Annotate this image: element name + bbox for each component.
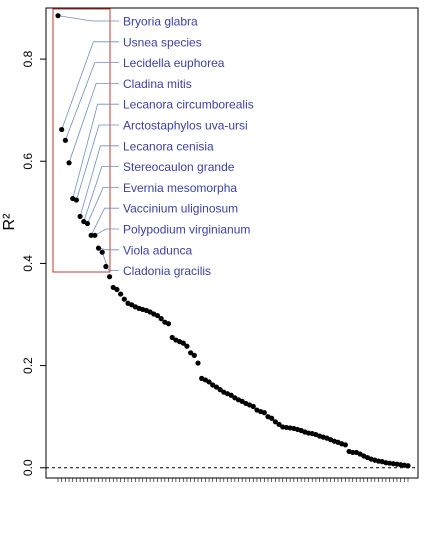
data-point <box>169 334 175 341</box>
data-point <box>95 245 102 251</box>
data-point <box>99 249 105 255</box>
data-point <box>62 137 68 143</box>
y-tick-label: 0.4 <box>21 255 35 272</box>
data-point <box>121 296 127 302</box>
data-point <box>114 286 120 293</box>
leader-line <box>57 15 119 22</box>
highlight-rectangle <box>52 8 111 273</box>
leader-line <box>61 41 119 130</box>
leader-line <box>83 166 119 222</box>
y-tick-label: 0.2 <box>21 357 35 374</box>
data-point <box>342 442 348 448</box>
leader-line <box>101 252 119 272</box>
leader-line <box>87 186 119 224</box>
plot-frame <box>45 7 419 479</box>
x-axis-ticks <box>57 478 409 482</box>
data-point <box>73 197 80 203</box>
data-point <box>55 13 61 19</box>
data-point <box>206 379 212 385</box>
y-axis: 0.0 0.2 0.4 0.6 0.8 <box>21 50 46 476</box>
species-label: Usnea species <box>123 35 202 49</box>
species-label: Stereocaulon grande <box>123 160 235 174</box>
data-point <box>228 392 234 398</box>
data-point <box>191 352 197 358</box>
leader-line <box>94 228 119 236</box>
data-point <box>154 312 161 319</box>
data-point <box>84 220 91 227</box>
species-label: Viola adunca <box>123 243 192 257</box>
data-point <box>118 291 124 297</box>
data-point <box>66 160 72 166</box>
top-species-highlight-box <box>52 8 111 273</box>
species-label: Cladina mitis <box>123 77 192 91</box>
data-point <box>77 213 83 220</box>
leader-line <box>76 124 119 201</box>
y-tick-label: 0.0 <box>21 459 35 476</box>
annotation-leader-lines <box>57 15 119 272</box>
species-label: Bryoria glabra <box>123 15 198 29</box>
plot-border <box>45 7 419 479</box>
species-label: Evernia mesomorpha <box>123 181 237 195</box>
data-point <box>188 350 194 356</box>
leader-line <box>68 83 119 163</box>
data-point <box>269 415 275 421</box>
data-point <box>272 419 278 425</box>
data-point <box>184 343 190 349</box>
data-point <box>213 384 220 390</box>
data-point <box>195 360 201 366</box>
data-point <box>158 316 164 322</box>
data-point <box>261 410 267 416</box>
data-point <box>350 449 356 456</box>
data-points <box>55 13 411 469</box>
y-tick-label: 0.8 <box>21 50 35 67</box>
data-point <box>106 274 113 280</box>
data-point <box>88 232 94 238</box>
species-label: Polypodium virginianum <box>123 223 250 237</box>
data-point <box>59 126 65 133</box>
leader-line <box>98 247 119 251</box>
leader-line <box>90 207 119 236</box>
data-point <box>165 321 172 327</box>
species-label: Lecanora cenisia <box>123 139 214 153</box>
data-point <box>217 387 223 393</box>
y-tick-label: 0.6 <box>21 153 35 170</box>
data-point <box>103 263 109 270</box>
y-axis-label: R² <box>1 213 18 231</box>
species-label: Cladonia gracilis <box>123 264 211 278</box>
data-point <box>250 403 256 410</box>
leader-line <box>79 145 119 217</box>
species-label: Lecanora circumborealis <box>123 98 254 112</box>
species-label: Vaccinium uliginosum <box>123 202 238 216</box>
data-point <box>276 421 282 427</box>
data-point <box>92 232 98 238</box>
leader-line <box>72 103 119 199</box>
species-label: Lecidella euphorea <box>123 56 225 70</box>
data-point <box>405 463 411 469</box>
data-point <box>180 340 186 346</box>
leader-line <box>64 62 119 141</box>
species-annotations: Bryoria glabra Usnea species Lecidella eup… <box>123 15 254 279</box>
species-label: Arctostaphylos uva-ursi <box>123 119 248 133</box>
